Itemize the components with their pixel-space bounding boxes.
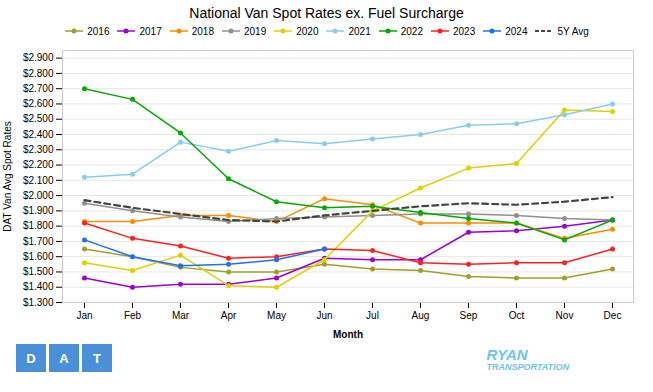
svg-text:Nov: Nov	[556, 310, 574, 321]
html-text:National Van Spot Rates ex. Fu: National Van Spot Rates ex. Fuel Surchar…	[189, 5, 464, 21]
html-text:D: D	[26, 350, 36, 366]
svg-text:$2.900: $2.900	[23, 52, 54, 63]
svg-text:$2.200: $2.200	[23, 159, 54, 170]
svg-text:$2.600: $2.600	[23, 98, 54, 109]
svg-text:Mar: Mar	[172, 310, 190, 321]
svg-text:Dec: Dec	[604, 310, 622, 321]
html-text:2018: 2018	[191, 25, 214, 37]
svg-text:$2.800: $2.800	[23, 68, 54, 79]
svg-text:Oct: Oct	[509, 310, 525, 321]
svg-text:$1.400: $1.400	[23, 281, 54, 292]
html-text:TRANSPORTATION: TRANSPORTATION	[486, 361, 569, 372]
svg-text:Apr: Apr	[221, 310, 237, 321]
svg-text:Jun: Jun	[316, 310, 332, 321]
html-text:2016: 2016	[87, 25, 110, 37]
svg-text:Aug: Aug	[412, 310, 430, 321]
svg-text:Jan: Jan	[76, 310, 92, 321]
svg-text:Feb: Feb	[124, 310, 142, 321]
svg-text:$1.600: $1.600	[23, 251, 54, 262]
svg-text:$2.500: $2.500	[23, 113, 54, 124]
html-text:2019: 2019	[244, 25, 267, 37]
svg-text:$1.300: $1.300	[23, 297, 54, 308]
svg-text:May: May	[267, 310, 286, 321]
svg-text:$2.000: $2.000	[23, 190, 54, 201]
html-text:2024: 2024	[505, 25, 528, 37]
svg-text:$1.500: $1.500	[23, 266, 54, 277]
svg-text:$2.700: $2.700	[23, 83, 54, 94]
html-text:RYAN: RYAN	[486, 345, 528, 363]
svg-text:Sep: Sep	[460, 310, 478, 321]
html-text:A: A	[59, 350, 69, 366]
svg-text:Month: Month	[333, 329, 363, 340]
html-text:2023: 2023	[453, 25, 476, 37]
html-text:2021: 2021	[348, 25, 371, 37]
html-text:2020: 2020	[296, 25, 319, 37]
html-text:T: T	[93, 350, 101, 366]
svg-text:DAT Van Avg Spot Rates: DAT Van Avg Spot Rates	[2, 121, 13, 231]
html-text:2017: 2017	[139, 25, 162, 37]
svg-text:$2.400: $2.400	[23, 129, 54, 140]
svg-text:$2.300: $2.300	[23, 144, 54, 155]
html-text:2022: 2022	[400, 25, 423, 37]
svg-text:$1.700: $1.700	[23, 236, 54, 247]
svg-text:$2.100: $2.100	[23, 175, 54, 186]
svg-text:$1.800: $1.800	[23, 220, 54, 231]
html-text:5Y Avg: 5Y Avg	[557, 25, 589, 37]
svg-text:$1.900: $1.900	[23, 205, 54, 216]
svg-text:Jul: Jul	[366, 310, 379, 321]
